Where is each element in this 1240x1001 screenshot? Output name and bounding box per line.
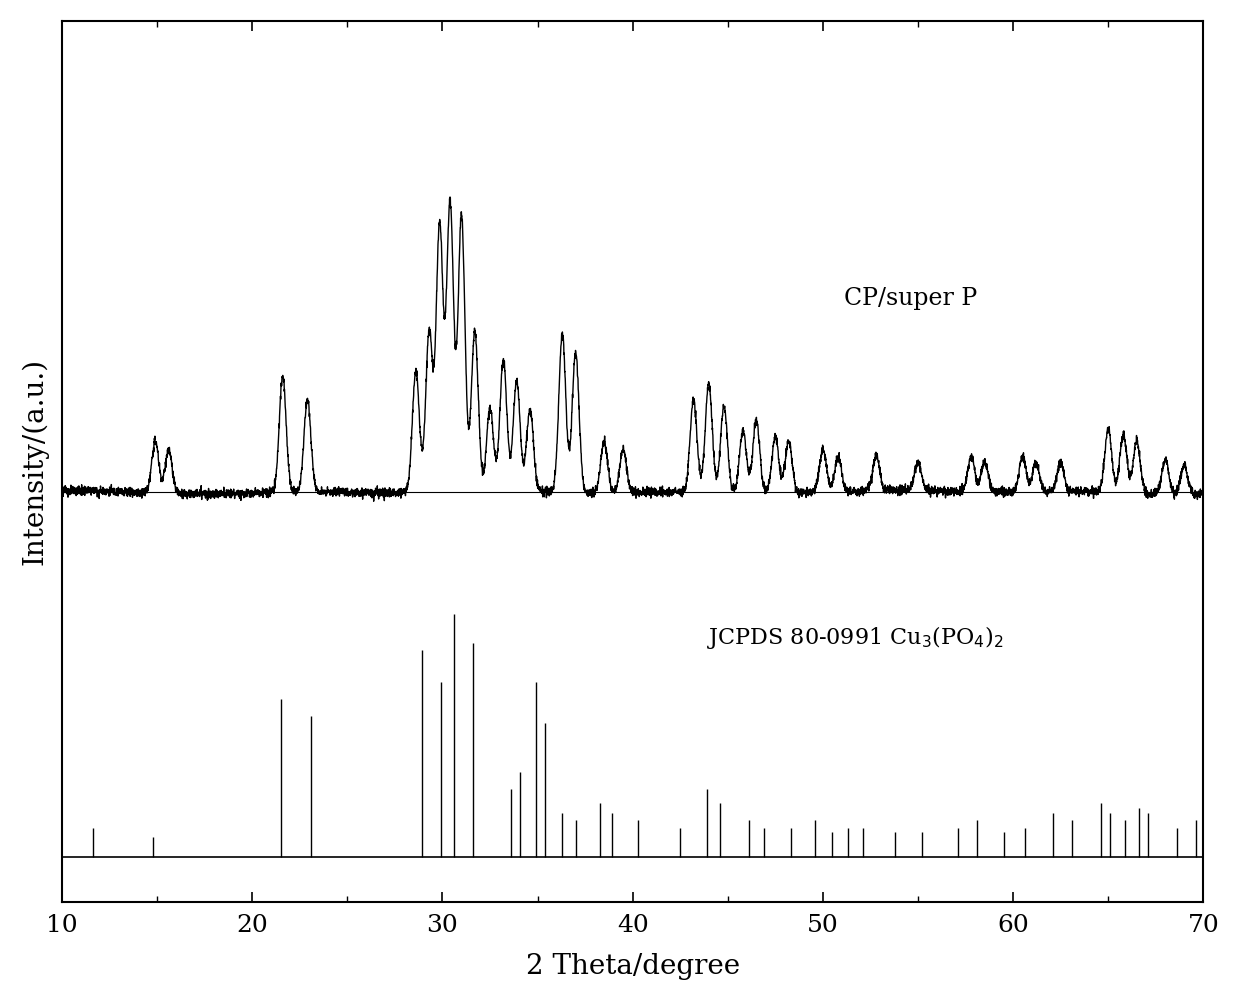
Text: JCPDS 80-0991 Cu$_3$(PO$_4$)$_2$: JCPDS 80-0991 Cu$_3$(PO$_4$)$_2$	[707, 625, 1003, 652]
X-axis label: 2 Theta/degree: 2 Theta/degree	[526, 953, 740, 980]
Y-axis label: Intensity/(a.u.): Intensity/(a.u.)	[21, 358, 48, 566]
Text: CP/super P: CP/super P	[843, 287, 977, 310]
